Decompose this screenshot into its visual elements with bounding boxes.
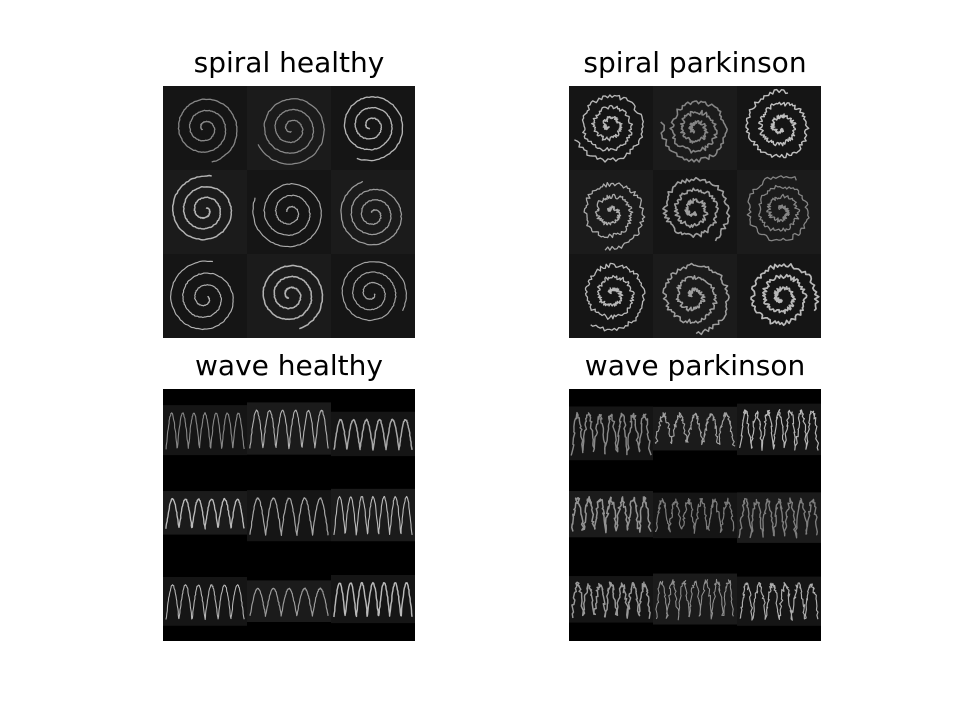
wave-sketch-stroke — [165, 497, 245, 530]
wave-sketch-stroke — [655, 497, 735, 534]
wave-sketch-stroke — [165, 584, 245, 621]
panel-title: spiral healthy — [193, 46, 385, 79]
panel-spiral-healthy: spiral healthy — [163, 46, 415, 338]
sketch-tile — [247, 86, 331, 170]
spiral-sketch-stroke — [340, 180, 403, 246]
spiral-sketch-stroke — [257, 98, 325, 165]
spiral-sketch-stroke — [170, 260, 234, 331]
sketch-tile — [569, 86, 653, 170]
spiral-healthy-image-grid — [163, 86, 415, 338]
sketch-tile — [653, 254, 737, 338]
spiral-sketch-stroke — [262, 264, 324, 330]
wave-sketch-stroke — [333, 418, 413, 451]
spiral-sketch-stroke — [171, 174, 233, 241]
sketch-tile — [247, 254, 331, 338]
wave-sketch-stroke — [739, 409, 819, 451]
spiral-sketch-stroke — [574, 94, 644, 163]
wave-sketch-stroke — [739, 581, 819, 621]
wave-sketch-stroke — [249, 497, 329, 537]
spiral-sketch-stroke — [662, 262, 730, 336]
sketch-tile — [247, 170, 331, 254]
wave-healthy-image-grid — [163, 389, 415, 641]
spiral-sketch-stroke — [746, 175, 810, 242]
wave-sketch-stroke — [654, 412, 736, 447]
wave-sketch-stroke — [571, 495, 652, 534]
sketch-tile — [163, 170, 247, 254]
sketch-tile — [331, 170, 415, 254]
sketch-tile — [247, 490, 331, 542]
sketch-tile — [163, 254, 247, 338]
spiral-sketch-stroke — [177, 98, 238, 163]
spiral-sketch-stroke — [662, 176, 731, 242]
spiral-sketch-stroke — [660, 100, 728, 163]
spiral-sketch-stroke — [341, 261, 407, 322]
spiral-sketch-stroke — [252, 183, 322, 248]
wave-sketch-stroke — [249, 409, 329, 450]
sketch-tile — [163, 86, 247, 170]
panel-title: wave parkinson — [584, 349, 806, 382]
panel-wave-healthy: wave healthy — [163, 349, 415, 641]
sketch-tile — [247, 580, 331, 622]
sketch-tile — [653, 86, 737, 170]
panel-spiral-parkinson: spiral parkinson — [569, 46, 821, 338]
wave-parkinson-image-grid — [569, 389, 821, 641]
panel-wave-parkinson: wave parkinson — [569, 349, 821, 641]
wave-sketch-stroke — [165, 412, 245, 450]
wave-sketch-stroke — [333, 495, 413, 536]
wave-sketch-stroke — [738, 497, 818, 539]
spiral-sketch-stroke — [584, 262, 646, 332]
spiral-sketch-stroke — [343, 96, 404, 162]
wave-sketch-stroke — [655, 578, 734, 621]
wave-sketch-stroke — [571, 581, 651, 619]
wave-sketch-stroke — [249, 587, 329, 617]
sketch-tile — [331, 254, 415, 338]
panel-title: spiral parkinson — [583, 46, 807, 79]
panel-title: wave healthy — [195, 349, 383, 382]
sketch-tile — [569, 170, 653, 254]
spiral-parkinson-image-grid — [569, 86, 821, 338]
spiral-sketch-stroke — [745, 88, 810, 159]
spiral-sketch-stroke — [583, 181, 646, 251]
spiral-sketch-stroke — [750, 263, 820, 327]
wave-sketch-stroke — [570, 411, 652, 456]
wave-sketch-stroke — [333, 581, 413, 618]
sketch-tile — [569, 254, 653, 338]
